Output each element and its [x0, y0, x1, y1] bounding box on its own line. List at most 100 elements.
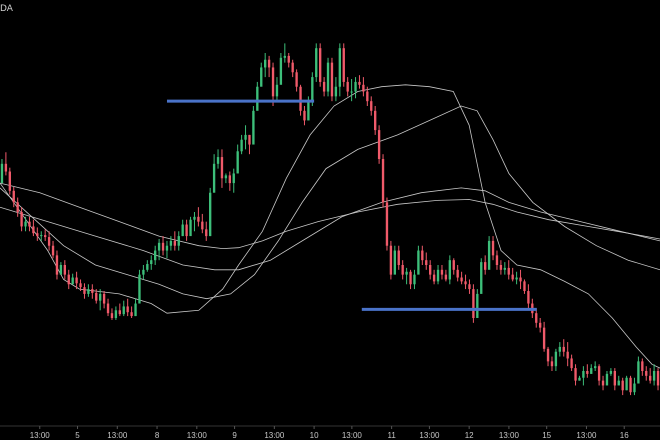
candle-body-bear: [409, 271, 412, 285]
candlestick-layer: [0, 43, 660, 396]
candle: [114, 306, 118, 320]
candle-body-bear: [464, 281, 467, 285]
candle-body-bull: [307, 101, 310, 121]
candle: [468, 279, 471, 294]
candle: [629, 375, 632, 396]
candle-body-bear: [629, 377, 632, 393]
candle: [456, 265, 459, 282]
candle: [224, 173, 228, 184]
candle-body-bear: [641, 361, 644, 371]
candle-body-bear: [425, 260, 428, 265]
candle-body-bear: [51, 245, 55, 256]
candle: [315, 43, 318, 82]
candle-body-bear: [228, 175, 231, 184]
candle: [252, 106, 255, 145]
candle: [570, 354, 573, 371]
candle-body-bear: [452, 260, 455, 270]
candle: [102, 291, 106, 309]
candle-body-bear: [205, 229, 208, 237]
candle-body-bear: [432, 274, 436, 282]
candle-body-bear: [491, 240, 495, 256]
candle: [291, 59, 294, 78]
candle: [212, 154, 216, 193]
candle-body-bear: [362, 84, 365, 92]
moving-average-medium: [0, 105, 660, 300]
candle: [338, 43, 341, 97]
candle-body-bear: [358, 81, 361, 85]
candle-body-bear: [330, 62, 334, 97]
candle-body-bear: [201, 221, 204, 230]
candle: [574, 364, 577, 386]
candle: [425, 252, 428, 270]
candle-body-bull: [315, 48, 318, 78]
candle-body-bear: [562, 346, 565, 352]
candle: [201, 213, 204, 234]
candle: [287, 53, 290, 68]
x-tick-label: 13:00: [264, 431, 285, 440]
candle-body-bull: [275, 84, 279, 97]
x-tick-label: 13:00: [187, 431, 208, 440]
candle-body-bear: [130, 312, 133, 317]
candle-body-bear: [649, 375, 652, 381]
candle-body-bear: [397, 250, 400, 265]
candle-body-bear: [267, 59, 271, 68]
candle-body-bear: [79, 283, 82, 288]
candle-body-bull: [244, 134, 247, 140]
candle-body-bear: [370, 101, 373, 111]
candle: [436, 265, 440, 285]
candle: [232, 168, 235, 193]
candle-body-bear: [20, 212, 23, 227]
candle: [271, 62, 275, 106]
candle: [377, 125, 381, 164]
candle-body-bull: [87, 289, 90, 294]
candle-body-bull: [193, 216, 196, 220]
candle: [527, 284, 530, 309]
candle-body-bull: [334, 86, 338, 97]
candle-body-bull: [578, 377, 581, 381]
candle-body-bear: [47, 237, 51, 246]
candle: [330, 57, 334, 102]
candle: [138, 269, 141, 304]
candle-body-bull: [177, 236, 180, 246]
candle-body-bull: [134, 303, 137, 317]
candle: [20, 207, 23, 232]
candle-body-bear: [586, 371, 589, 374]
candle: [554, 348, 558, 371]
candle: [334, 77, 338, 102]
candle: [36, 227, 39, 241]
x-tick-label: 13:00: [107, 431, 128, 440]
candle: [535, 308, 538, 328]
candle-body-bull: [633, 383, 636, 393]
candle-body-bear: [295, 72, 298, 87]
candle-body-bear: [44, 235, 47, 238]
candle: [228, 171, 231, 191]
candle: [165, 240, 169, 259]
candle-body-bull: [24, 221, 27, 227]
candle: [295, 69, 298, 92]
moving-average-short: [0, 84, 660, 369]
candle: [617, 375, 620, 386]
candle-body-bull: [236, 151, 239, 174]
candle: [118, 303, 121, 317]
candle: [236, 144, 239, 174]
candle-body-bear: [374, 110, 377, 131]
candle: [8, 167, 11, 195]
candle: [181, 219, 184, 237]
candle-body-bull: [590, 368, 593, 374]
candle-body-bull: [279, 57, 283, 85]
x-tick-label: 13:00: [499, 431, 520, 440]
candle: [28, 216, 31, 232]
candle-body-bear: [271, 67, 275, 97]
candle: [32, 219, 35, 237]
candle-body-bear: [550, 361, 554, 367]
candle: [264, 53, 267, 78]
moving-average-layer: [0, 84, 660, 369]
candle-body-bull: [554, 351, 558, 367]
candle-body-bear: [440, 269, 444, 275]
candle-body-bear: [613, 371, 616, 386]
candle: [197, 207, 200, 227]
candle: [397, 245, 400, 270]
candle-body-bear: [16, 202, 19, 212]
candle: [185, 219, 188, 241]
